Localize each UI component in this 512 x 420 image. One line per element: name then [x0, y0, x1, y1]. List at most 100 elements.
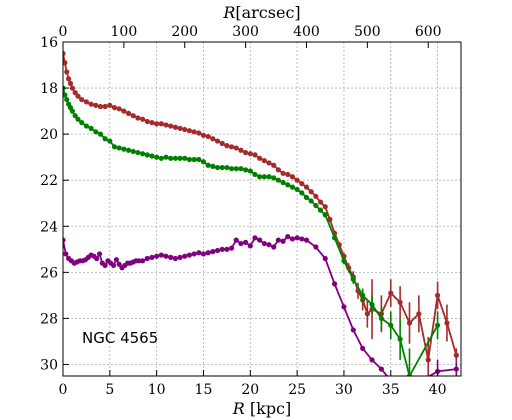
- data-point: [238, 147, 244, 153]
- data-point: [243, 149, 249, 156]
- data-point: [247, 168, 253, 174]
- data-point: [238, 240, 244, 247]
- data-point: [63, 237, 66, 243]
- data-point: [388, 290, 394, 296]
- data-point: [285, 234, 291, 240]
- data-point: [186, 156, 193, 163]
- data-point: [313, 193, 319, 199]
- data-point: [219, 246, 225, 252]
- data-point: [186, 252, 193, 258]
- data-point: [210, 249, 216, 255]
- data-point: [177, 254, 183, 260]
- data-point: [113, 257, 119, 263]
- data-point: [83, 99, 90, 105]
- data-point: [102, 262, 108, 269]
- y-tick-label: 18: [40, 81, 58, 97]
- data-point: [289, 236, 296, 242]
- data-point: [341, 258, 347, 264]
- data-point: [308, 198, 314, 204]
- data-point: [154, 154, 160, 160]
- data-point: [434, 292, 441, 298]
- data-point: [111, 144, 118, 150]
- data-point: [140, 258, 146, 264]
- data-point: [102, 103, 108, 110]
- data-point: [271, 162, 277, 168]
- top-tick-label: 0: [59, 24, 68, 40]
- data-point: [182, 155, 188, 161]
- data-point: [233, 237, 239, 243]
- data-point: [168, 123, 174, 129]
- data-point: [299, 181, 305, 187]
- data-point: [214, 247, 221, 254]
- data-point: [163, 122, 169, 128]
- data-point: [97, 131, 104, 137]
- data-point: [407, 385, 412, 390]
- data-point: [125, 110, 132, 117]
- data-point: [252, 171, 258, 178]
- data-point: [191, 156, 197, 163]
- grid: [63, 42, 461, 376]
- data-point: [69, 108, 75, 114]
- data-point: [247, 243, 253, 249]
- data-point: [294, 186, 300, 193]
- data-point: [350, 327, 356, 333]
- data-point: [116, 261, 122, 267]
- data-point: [93, 129, 99, 135]
- x-axis-symbol: R: [232, 399, 245, 418]
- data-point: [313, 244, 319, 250]
- data-point: [257, 174, 263, 180]
- data-point: [144, 152, 150, 158]
- data-point: [247, 151, 253, 157]
- data-point: [172, 155, 178, 161]
- x-axis-title: R [kpc]: [232, 399, 292, 418]
- data-point: [182, 126, 188, 133]
- data-point: [238, 166, 244, 172]
- data-point: [271, 175, 277, 181]
- data-point: [303, 184, 310, 190]
- data-point: [63, 50, 66, 57]
- data-point: [205, 162, 211, 168]
- data-point: [200, 159, 207, 165]
- data-point: [252, 235, 258, 241]
- top-tick-label: 300: [232, 24, 259, 40]
- data-point: [322, 212, 328, 218]
- data-point: [177, 155, 183, 161]
- data-point: [182, 253, 188, 259]
- data-point: [172, 255, 178, 262]
- data-point: [228, 144, 235, 150]
- data-point: [261, 240, 267, 247]
- data-point: [158, 252, 164, 258]
- data-point: [158, 155, 164, 161]
- data-point: [102, 136, 108, 142]
- data-point: [416, 311, 422, 317]
- data-point: [434, 322, 441, 328]
- data-point: [303, 194, 310, 201]
- data-point: [88, 101, 94, 107]
- data-point: [64, 69, 70, 75]
- data-point: [205, 133, 211, 140]
- data-point: [144, 255, 150, 262]
- y-tick-label: 28: [40, 311, 58, 327]
- data-point: [280, 170, 286, 176]
- data-point: [285, 171, 291, 178]
- data-point: [79, 96, 85, 103]
- data-point: [130, 148, 136, 155]
- data-point: [228, 245, 235, 251]
- data-point: [224, 143, 230, 149]
- data-point: [369, 357, 375, 363]
- data-point: [313, 202, 319, 209]
- data-point: [261, 158, 267, 164]
- data-point: [163, 154, 169, 160]
- data-point: [130, 113, 136, 119]
- data-point: [172, 124, 178, 130]
- x-tick-label: 25: [288, 382, 306, 398]
- data-point: [299, 236, 305, 242]
- data-point: [317, 199, 324, 205]
- data-point: [196, 250, 202, 256]
- top-axis-symbol: R: [222, 3, 235, 22]
- top-axis-title: R[arcsec]: [222, 3, 300, 22]
- data-point: [322, 255, 328, 262]
- data-point: [107, 102, 113, 108]
- data-point: [243, 167, 249, 173]
